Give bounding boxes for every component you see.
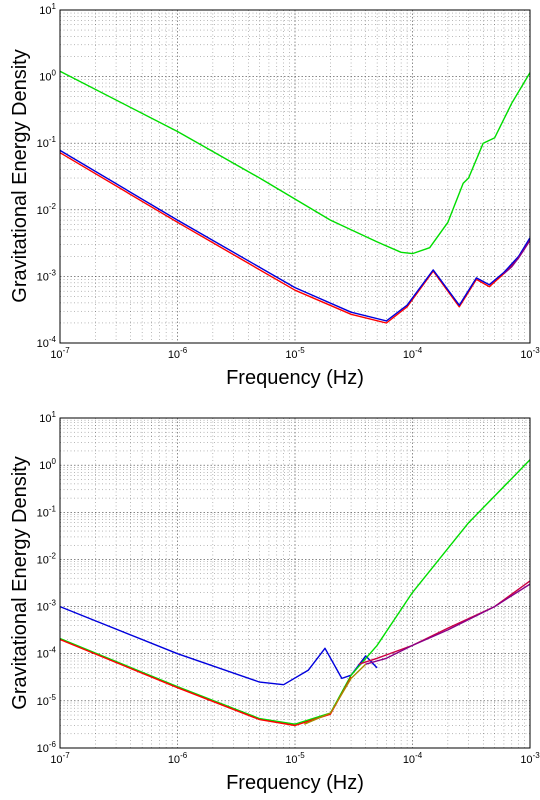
tick-base: 10 xyxy=(168,754,180,766)
tick-exponent: -2 xyxy=(49,551,57,560)
tick-exponent: -3 xyxy=(533,751,540,760)
x-axis-label-bottom: Frequency (Hz) xyxy=(226,772,364,794)
tick-exponent: -3 xyxy=(49,268,57,277)
tick-exponent: -1 xyxy=(49,135,57,144)
tick-base: 10 xyxy=(168,349,180,361)
tick-labels-bottom: 10-7 10-6 10-5 10-4 10-310-610-510-410-310-2… xyxy=(37,410,540,766)
x-tick-label-bottom: 10-6 xyxy=(168,751,188,766)
y-tick-label-bottom: 10-4 xyxy=(37,646,57,661)
series-line-bottom-3 xyxy=(304,663,367,725)
y-tick-label-top: 100 xyxy=(39,69,56,84)
series-group-top xyxy=(59,70,531,324)
tick-base: 10 xyxy=(285,754,297,766)
tick-base: 10 xyxy=(403,754,415,766)
series-line-bottom-1 xyxy=(59,459,531,725)
tick-exponent: -4 xyxy=(415,751,423,760)
tick-base: 10 xyxy=(39,5,51,17)
tick-exponent: -3 xyxy=(49,599,57,608)
x-tick-label-top: 10-3 xyxy=(520,346,540,361)
tick-base: 10 xyxy=(37,554,49,566)
y-tick-label-bottom: 10-6 xyxy=(37,740,57,755)
tick-exponent: -3 xyxy=(533,346,540,355)
x-tick-label-top: 10-5 xyxy=(285,346,305,361)
tick-exponent: 1 xyxy=(52,410,57,419)
series-group-bottom xyxy=(59,459,531,727)
y-tick-label-top: 101 xyxy=(39,2,56,17)
tick-base: 10 xyxy=(37,138,49,150)
tick-exponent: -7 xyxy=(63,346,71,355)
tick-base: 10 xyxy=(37,507,49,519)
y-axis-label-top: Gravitational Energy Density xyxy=(9,49,31,302)
tick-base: 10 xyxy=(520,754,532,766)
tick-exponent: -6 xyxy=(180,346,188,355)
y-tick-label-bottom: 10-1 xyxy=(37,504,57,519)
tick-exponent: -6 xyxy=(180,751,188,760)
x-tick-label-bottom: 10-3 xyxy=(520,751,540,766)
tick-exponent: -5 xyxy=(298,751,306,760)
x-tick-label-bottom: 10-5 xyxy=(285,751,305,766)
series-line-top-0 xyxy=(59,70,531,255)
tick-base: 10 xyxy=(403,349,415,361)
x-axis-label-top: Frequency (Hz) xyxy=(226,367,364,389)
x-tick-label-bottom: 10-7 xyxy=(50,751,70,766)
tick-exponent: 1 xyxy=(52,2,57,11)
tick-exponent: -7 xyxy=(63,751,71,760)
chart-top: 10-7 10-6 10-5 10-4 10-310-410-310-210-11001… xyxy=(9,2,540,389)
series-line-top-2 xyxy=(59,149,531,322)
tick-base: 10 xyxy=(39,413,51,425)
tick-exponent: -1 xyxy=(49,504,57,513)
series-line-bottom-0 xyxy=(59,605,378,686)
plot-border-top xyxy=(59,9,531,344)
y-tick-label-top: 10-4 xyxy=(37,335,57,350)
y-axis-label-bottom: Gravitational Energy Density xyxy=(9,456,31,709)
plot-border-bottom xyxy=(59,417,531,749)
x-tick-label-top: 10-6 xyxy=(168,346,188,361)
x-tick-label-top: 10-4 xyxy=(403,346,423,361)
tick-base: 10 xyxy=(37,696,49,708)
tick-exponent: -5 xyxy=(298,346,306,355)
y-tick-label-bottom: 10-5 xyxy=(37,693,57,708)
y-tick-label-top: 10-1 xyxy=(37,135,57,150)
grid-top xyxy=(60,10,530,343)
y-tick-label-bottom: 100 xyxy=(39,457,56,472)
tick-base: 10 xyxy=(37,743,49,755)
x-tick-label-bottom: 10-4 xyxy=(403,751,423,766)
tick-exponent: -6 xyxy=(49,740,57,749)
tick-base: 10 xyxy=(50,349,62,361)
tick-base: 10 xyxy=(37,649,49,661)
tick-exponent: -2 xyxy=(49,202,57,211)
tick-base: 10 xyxy=(37,205,49,217)
tick-base: 10 xyxy=(39,460,51,472)
series-line-top-3 xyxy=(503,239,531,275)
tick-exponent: -4 xyxy=(49,646,57,655)
y-tick-label-top: 10-2 xyxy=(37,202,57,217)
y-tick-label-bottom: 10-2 xyxy=(37,551,57,566)
x-tick-label-top: 10-7 xyxy=(50,346,70,361)
tick-base: 10 xyxy=(520,349,532,361)
tick-base: 10 xyxy=(50,754,62,766)
tick-exponent: 0 xyxy=(52,69,57,78)
tick-base: 10 xyxy=(37,338,49,350)
chart-bottom: 10-7 10-6 10-5 10-4 10-310-610-510-410-310-2… xyxy=(9,410,540,794)
tick-base: 10 xyxy=(37,271,49,283)
tick-exponent: 0 xyxy=(52,457,57,466)
y-tick-label-top: 10-3 xyxy=(37,268,57,283)
tick-exponent: -5 xyxy=(49,693,57,702)
tick-base: 10 xyxy=(39,72,51,84)
grid-bottom xyxy=(60,418,530,748)
series-line-bottom-5 xyxy=(365,583,531,665)
tick-base: 10 xyxy=(37,602,49,614)
tick-exponent: -4 xyxy=(415,346,423,355)
tick-base: 10 xyxy=(285,349,297,361)
y-tick-label-bottom: 101 xyxy=(39,410,56,425)
tick-labels-top: 10-7 10-6 10-5 10-4 10-310-410-310-210-11001… xyxy=(37,2,540,361)
tick-exponent: -4 xyxy=(49,335,57,344)
y-tick-label-bottom: 10-3 xyxy=(37,599,57,614)
